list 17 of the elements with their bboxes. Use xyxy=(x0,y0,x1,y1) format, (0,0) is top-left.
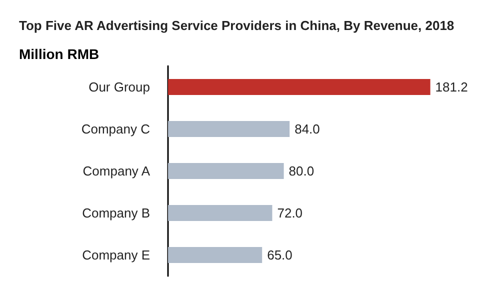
y-tick-label: Company A xyxy=(82,164,150,178)
data-label: 65.0 xyxy=(267,248,292,262)
chart-subtitle: Million RMB xyxy=(19,46,100,62)
y-tick-label: Our Group xyxy=(88,80,150,94)
chart-title: Top Five AR Advertising Service Providers in China, By Revenue, 2018 xyxy=(19,18,454,33)
y-tick-label: Company C xyxy=(81,122,150,136)
y-tick-label: Company B xyxy=(82,206,150,220)
data-label: 84.0 xyxy=(294,122,320,136)
bar xyxy=(168,79,430,95)
bar xyxy=(168,121,290,137)
y-tick-label: Company E xyxy=(82,248,150,262)
bar xyxy=(168,247,262,263)
bar xyxy=(168,205,272,221)
bar xyxy=(168,163,284,179)
data-label: 181.2 xyxy=(435,80,468,94)
data-label: 80.0 xyxy=(288,164,314,178)
data-label: 72.0 xyxy=(277,206,303,220)
